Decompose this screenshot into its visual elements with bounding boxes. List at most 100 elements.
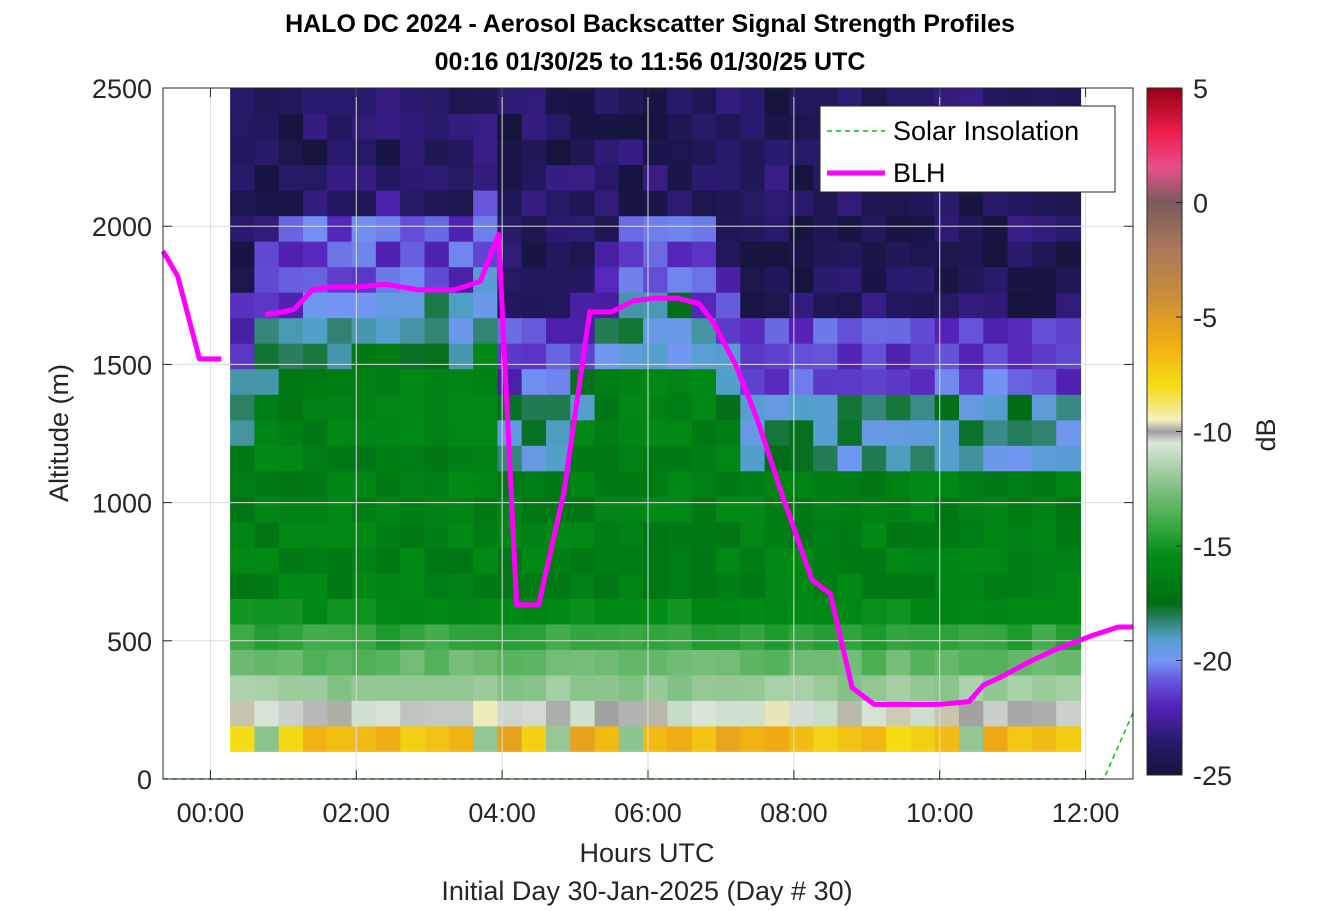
colorbar-tick-label: -20 [1193, 647, 1232, 677]
heatmap-cell [254, 445, 280, 472]
heatmap-cell [959, 725, 984, 752]
heatmap-cell [959, 241, 984, 268]
heatmap-cell [254, 623, 280, 650]
heatmap-cell [813, 649, 839, 676]
heatmap-cell [1031, 700, 1057, 727]
heatmap-cell [716, 88, 741, 115]
heatmap-cell [448, 700, 474, 727]
heatmap-cell [983, 419, 1009, 446]
heatmap-cell [1056, 292, 1082, 319]
heatmap-cell [716, 649, 741, 676]
heatmap-cell [448, 521, 474, 548]
heatmap-cell [351, 623, 377, 650]
heatmap-cell [643, 343, 668, 370]
heatmap-cell [861, 419, 887, 446]
heatmap-cell [424, 241, 450, 268]
heatmap-cell [546, 266, 571, 293]
heatmap-cell [886, 190, 911, 217]
heatmap-cell [934, 725, 960, 752]
heatmap-cell [497, 215, 523, 242]
y-axis-label: Altitude (m) [44, 364, 74, 502]
heatmap-cell [716, 419, 741, 446]
heatmap-cell [861, 368, 887, 395]
heatmap-cell [303, 496, 328, 523]
heatmap-cell [351, 292, 377, 319]
heatmap-cell [254, 419, 280, 446]
heatmap-cell [788, 343, 814, 370]
heatmap-cell [716, 241, 741, 268]
heatmap-cell [813, 419, 839, 446]
heatmap-cell [691, 572, 717, 599]
heatmap-cell [813, 292, 839, 319]
heatmap-cell [254, 700, 280, 727]
heatmap-cell [764, 266, 790, 293]
heatmap-cell [643, 674, 668, 701]
heatmap-cell [667, 470, 693, 497]
heatmap-cell [959, 547, 984, 574]
heatmap-cell [861, 725, 887, 752]
heatmap-cell [424, 496, 450, 523]
heatmap-cell [618, 241, 644, 268]
heatmap-cell [861, 394, 887, 421]
heatmap-cell [473, 190, 498, 217]
heatmap-cell [618, 470, 644, 497]
heatmap-cell [910, 368, 936, 395]
heatmap-cell [1031, 368, 1057, 395]
heatmap-cell [716, 623, 741, 650]
heatmap-cell [594, 623, 620, 650]
heatmap-cell [278, 598, 304, 625]
heatmap-cell [230, 445, 255, 472]
legend-label: BLH [893, 158, 946, 188]
heatmap-cell [327, 700, 353, 727]
heatmap-cell [643, 266, 668, 293]
heatmap-cell [400, 317, 426, 344]
heatmap-cell [230, 419, 255, 446]
heatmap-cell [327, 139, 353, 166]
heatmap-cell [594, 113, 620, 140]
heatmap-cell [643, 649, 668, 676]
heatmap-cell [837, 419, 863, 446]
heatmap-cell [618, 88, 644, 115]
heatmap-cell [1056, 419, 1082, 446]
heatmap-cell [448, 241, 474, 268]
x-tick-label: 00:00 [177, 798, 245, 828]
heatmap-cell [764, 623, 790, 650]
heatmap-cell [521, 725, 547, 752]
blh-line [160, 232, 1133, 707]
heatmap-cell [497, 547, 523, 574]
heatmap-cell [327, 343, 353, 370]
heatmap-cell [934, 649, 960, 676]
heatmap-cell [497, 674, 523, 701]
heatmap-cell [691, 88, 717, 115]
heatmap-cell [278, 445, 304, 472]
heatmap-cell [716, 674, 741, 701]
heatmap-cell [740, 470, 766, 497]
heatmap-cell [254, 215, 280, 242]
heatmap-cell [400, 547, 426, 574]
heatmap-cell [1007, 470, 1033, 497]
heatmap-cell [546, 572, 571, 599]
heatmap-cell [351, 598, 377, 625]
heatmap-cell [254, 343, 280, 370]
heatmap-cell [934, 394, 960, 421]
heatmap-cell [934, 521, 960, 548]
heatmap-cell [959, 445, 984, 472]
heatmap-cell [886, 419, 911, 446]
heatmap-cell [1031, 598, 1057, 625]
heatmap-cell [424, 394, 450, 421]
heatmap-cell [327, 317, 353, 344]
heatmap-cell [375, 674, 401, 701]
heatmap-cell [327, 190, 353, 217]
heatmap-cell [618, 496, 644, 523]
heatmap-cell [691, 649, 717, 676]
heatmap-cell [959, 317, 984, 344]
heatmap-cell [837, 445, 863, 472]
heatmap-cell [424, 113, 450, 140]
heatmap-cell [667, 623, 693, 650]
heatmap-cell [886, 470, 911, 497]
heatmap-cell [473, 343, 498, 370]
heatmap-cell [521, 266, 547, 293]
heatmap-cell [1007, 266, 1033, 293]
heatmap-cell [594, 547, 620, 574]
heatmap-cell [813, 725, 839, 752]
